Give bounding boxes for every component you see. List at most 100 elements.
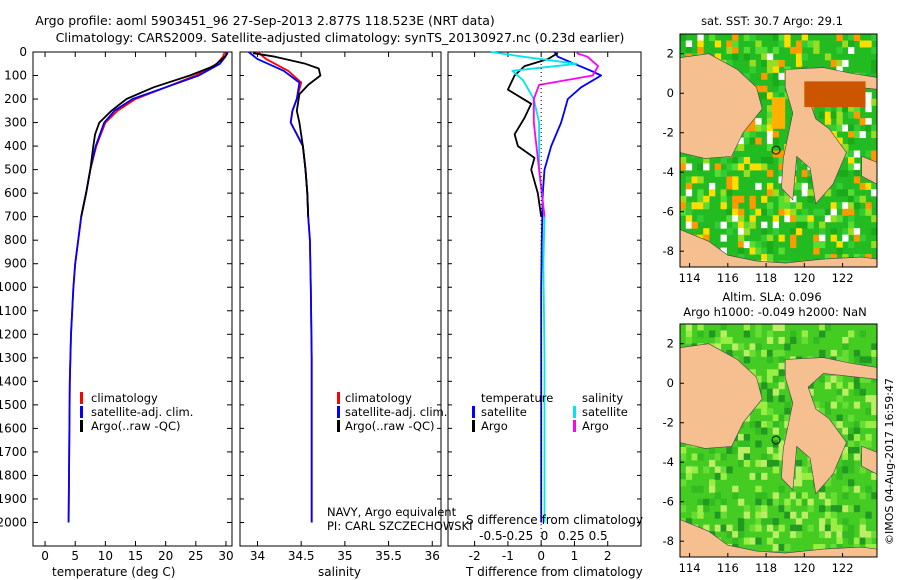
map-cell [697,163,704,171]
map-cell [755,440,762,448]
map-cell [830,421,837,429]
map-cell [737,524,745,532]
map-cell [813,241,820,249]
map-cell [680,479,687,487]
map-cell [859,118,866,126]
map-cell [772,531,779,539]
map-cell [685,330,693,338]
map-cell [778,40,785,48]
land-polygon [679,53,763,159]
y-tick-label: 200 [4,92,27,106]
map-cell [848,215,855,223]
map-cell [848,440,855,448]
map-cell [836,46,843,54]
map-cell [720,195,727,203]
map-cell [726,228,733,236]
map-cell [801,182,808,190]
map-cell [853,505,861,513]
map-cell [819,524,826,532]
map-cell [726,59,733,67]
map-cell [795,221,803,229]
legend-swatch-climatology [337,392,340,404]
map-cell [761,92,768,100]
map-cell [784,208,791,216]
map-cell [755,324,762,331]
y-tick-label: 700 [4,210,27,224]
map-cell [842,105,849,113]
map-cell [761,59,768,67]
map-cell [848,156,855,164]
map-cell [865,440,872,448]
map-cell [726,524,733,532]
map-cell [697,202,704,210]
map-cell [778,440,785,448]
map-cell [819,492,826,500]
map-cell [720,336,727,344]
map-cell [865,118,872,126]
map-cell [830,111,837,119]
map-cell [859,531,866,539]
map-cell [766,111,774,119]
diff-xlabel: T difference from climatology [465,565,643,579]
x-tick-label: -2 [469,549,481,563]
map-cell [697,40,704,48]
map-cell [865,124,872,132]
x-tick-label: 36 [425,549,440,563]
series-line [252,52,322,217]
map-cell [766,498,774,506]
map-cell [830,202,837,210]
map-cell [790,228,797,236]
map-cell [813,544,820,552]
map-cell [766,247,774,255]
map-cell [848,414,855,422]
map-cell [871,182,878,190]
map-cell [807,472,814,480]
map-cell [703,156,710,164]
map-cell [848,40,855,48]
map-cell [836,544,843,552]
map-cell [824,479,832,487]
map-cell [755,537,762,545]
map-cell [848,505,855,513]
map-cell [830,401,837,409]
map-cell [755,247,762,255]
map-cell [772,92,779,100]
map-cell [842,59,849,67]
map-cell [697,498,704,506]
map-cell [842,202,849,210]
plot-frame [32,51,233,547]
map-cell [766,395,774,403]
map-cell [853,131,861,139]
map-cell [749,202,756,210]
map-cell [772,518,779,526]
y-tick-label: 800 [4,233,27,247]
map-cell [749,421,756,429]
map-cell [801,498,808,506]
map-cell [720,169,727,177]
legend-label: Argo [582,419,609,433]
map-cell [761,221,768,229]
map-cell [778,446,785,454]
temp-xlabel: temperature (deg C) [52,565,175,579]
map-cell [813,46,820,54]
map-cell [737,137,745,145]
sal-annotation-1: NAVY, Argo equivalent [327,505,457,519]
map-cell [842,518,849,526]
map-cell [737,518,745,526]
map-cell [842,254,849,262]
legend-label: Argo [481,419,508,433]
map-cell [697,189,704,197]
y-tick-label: 2000 [0,515,27,529]
map-cell [772,72,779,80]
map-cell [737,228,745,236]
legend-label: satellite [481,405,527,419]
map-cell [680,472,687,480]
map-cell [755,46,762,54]
map-cell [801,189,808,197]
map-cell [801,336,808,344]
map-cell [720,511,727,519]
map-cell [737,498,745,506]
map-cell [737,459,745,467]
map-cell [801,511,808,519]
map-cell [714,53,722,61]
